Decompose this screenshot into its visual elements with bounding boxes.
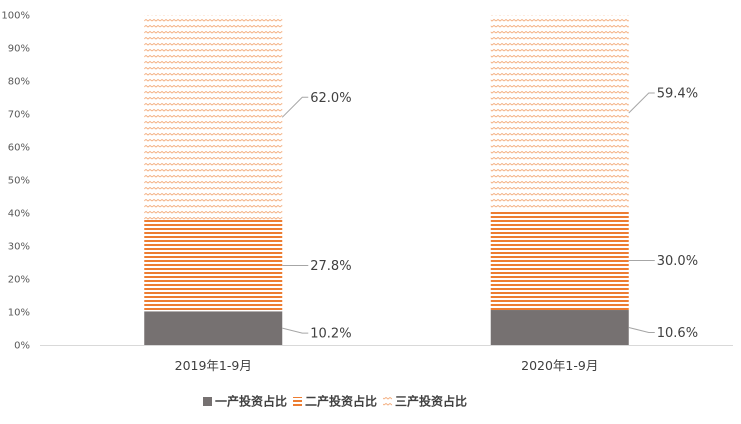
- x-category-label: 2020年1-9月: [521, 358, 598, 373]
- y-tick-label: 50%: [8, 176, 30, 187]
- leader-line: [281, 96, 309, 118]
- legend-swatch: [293, 397, 303, 406]
- legend-swatch: [203, 397, 212, 406]
- y-tick-label: 90%: [8, 44, 30, 55]
- legend-label: 三产投资占比: [395, 394, 467, 409]
- legend: 一产投资占比 二产投资占比 三产投资占比: [203, 394, 467, 409]
- bar-segment: [144, 311, 283, 345]
- bar-segment: [490, 15, 629, 212]
- y-tick-label: 100%: [1, 11, 30, 22]
- bar-segment: [144, 15, 283, 220]
- leader-line: [628, 92, 655, 114]
- y-tick-label: 0%: [14, 341, 30, 352]
- x-category-label: 2019年1-9月: [175, 358, 252, 373]
- y-tick-label: 10%: [8, 308, 30, 319]
- y-tick-label: 80%: [8, 77, 30, 88]
- x-axis-categories: 2019年1-9月 2020年1-9月: [175, 358, 599, 373]
- y-tick-label: 60%: [8, 143, 30, 154]
- leader-line: [628, 327, 655, 334]
- data-label: 59.4%: [657, 87, 698, 102]
- bars: [144, 15, 629, 345]
- data-labels: 10.2% 27.8% 62.0% 10.6% 30.0% 59.4%: [281, 87, 698, 342]
- data-label: 10.2%: [310, 327, 351, 342]
- data-label: 30.0%: [657, 254, 698, 269]
- bar-segment: [490, 310, 629, 345]
- y-axis: 0% 10% 20% 30% 40% 50% 60% 70% 80% 90% 100%: [1, 11, 733, 352]
- y-tick-label: 20%: [8, 275, 30, 286]
- bar-segment: [490, 211, 629, 311]
- legend-label: 一产投资占比: [215, 394, 287, 409]
- bar-segment: [144, 219, 283, 312]
- leader-line: [282, 327, 309, 334]
- legend-label: 二产投资占比: [305, 394, 377, 409]
- y-tick-label: 40%: [8, 209, 30, 220]
- data-label: 62.0%: [310, 91, 351, 106]
- y-tick-label: 30%: [8, 242, 30, 253]
- y-tick-label: 70%: [8, 110, 30, 121]
- data-label: 10.6%: [657, 326, 698, 341]
- data-label: 27.8%: [310, 259, 351, 274]
- legend-swatch: [383, 397, 393, 406]
